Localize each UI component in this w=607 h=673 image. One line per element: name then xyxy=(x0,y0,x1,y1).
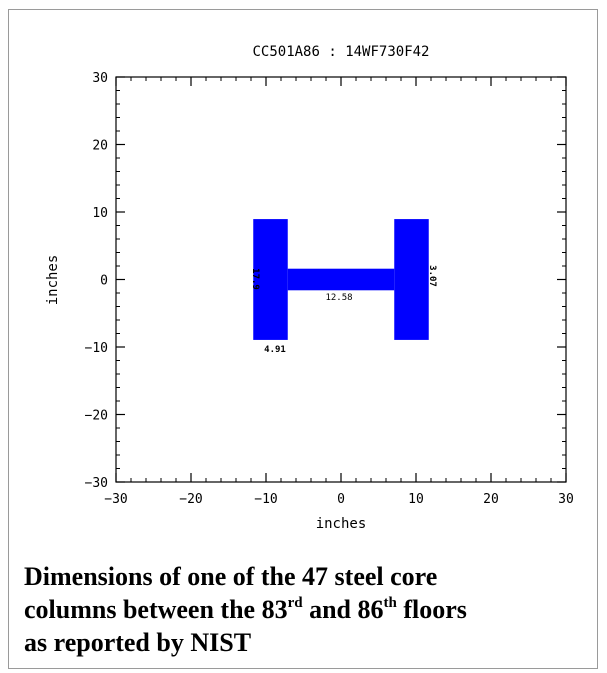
y-tick-label: 30 xyxy=(92,71,108,86)
h-column-shape xyxy=(253,219,429,340)
caption-line-1: Dimensions of one of the 47 steel core xyxy=(24,562,438,591)
x-tick-label: 10 xyxy=(408,492,424,507)
figure-frame xyxy=(8,9,598,669)
major-ticks xyxy=(115,76,567,483)
x-tick-label: 30 xyxy=(558,492,574,507)
x-tick-label: −20 xyxy=(179,492,202,507)
minor-ticks xyxy=(116,77,566,482)
figure-caption: Dimensions of one of the 47 steel core c… xyxy=(24,560,594,659)
web-thickness-annotation: 3.07 xyxy=(427,265,437,287)
tick-labels: −30 −20 −10 0 10 20 30 30 20 10 0 −10 −20 −30 xyxy=(85,71,574,507)
right-flange xyxy=(394,219,429,340)
caption-line-2: columns between the 83rd and 86th floors xyxy=(24,593,594,626)
x-tick-label: −10 xyxy=(254,492,277,507)
y-tick-label: 0 xyxy=(100,274,108,289)
caption-line-2-part-b: and 86 xyxy=(302,595,384,624)
x-axis-label: inches xyxy=(316,516,367,532)
flange-thickness-annotation: 4.91 xyxy=(264,345,286,355)
web-length-annotation: 12.58 xyxy=(325,293,352,303)
x-tick-label: 0 xyxy=(337,492,345,507)
caption-line-2-part-c: floors xyxy=(396,595,467,624)
y-tick-label: 10 xyxy=(92,206,108,221)
caption-sup-rd: rd xyxy=(287,595,303,612)
caption-line-2-part-a: columns between the 83 xyxy=(24,595,288,624)
y-tick-label: −10 xyxy=(85,341,108,356)
y-axis-label: inches xyxy=(45,255,61,306)
chart-title: CC501A86 : 14WF730F42 xyxy=(252,44,429,60)
caption-line-3: as reported by NIST xyxy=(24,628,252,657)
y-tick-label: −30 xyxy=(85,476,108,491)
y-tick-label: −20 xyxy=(85,409,108,424)
web xyxy=(287,268,395,291)
height-annotation: 17.9 xyxy=(250,268,260,290)
left-flange xyxy=(253,219,288,340)
x-tick-label: 20 xyxy=(483,492,499,507)
y-tick-label: 20 xyxy=(92,139,108,154)
caption-sup-th: th xyxy=(383,595,397,612)
x-tick-label: −30 xyxy=(104,492,127,507)
